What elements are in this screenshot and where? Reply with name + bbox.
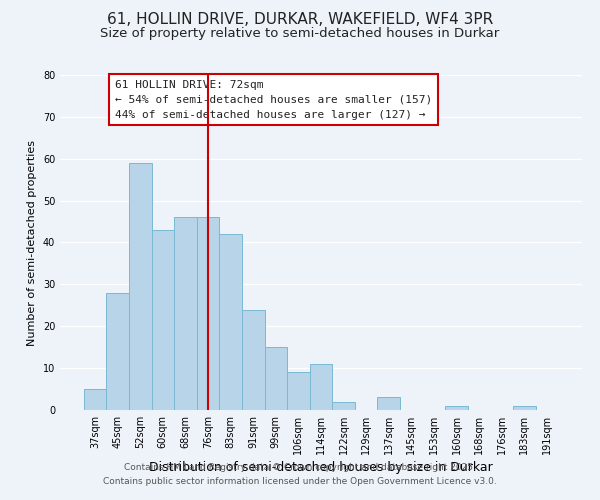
Bar bbox=[513, 406, 536, 410]
Bar bbox=[332, 402, 355, 410]
Text: Contains public sector information licensed under the Open Government Licence v3: Contains public sector information licen… bbox=[103, 477, 497, 486]
Y-axis label: Number of semi-detached properties: Number of semi-detached properties bbox=[27, 140, 37, 346]
Bar bbox=[197, 218, 220, 410]
Bar bbox=[84, 389, 106, 410]
Text: 61, HOLLIN DRIVE, DURKAR, WAKEFIELD, WF4 3PR: 61, HOLLIN DRIVE, DURKAR, WAKEFIELD, WF4… bbox=[107, 12, 493, 28]
Bar bbox=[129, 163, 152, 410]
Bar bbox=[242, 310, 265, 410]
Bar bbox=[265, 347, 287, 410]
Bar bbox=[152, 230, 174, 410]
Text: Size of property relative to semi-detached houses in Durkar: Size of property relative to semi-detach… bbox=[100, 28, 500, 40]
Bar bbox=[174, 218, 197, 410]
Bar bbox=[106, 292, 129, 410]
Bar bbox=[220, 234, 242, 410]
X-axis label: Distribution of semi-detached houses by size in Durkar: Distribution of semi-detached houses by … bbox=[149, 461, 493, 474]
Bar bbox=[445, 406, 468, 410]
Bar bbox=[287, 372, 310, 410]
Text: 61 HOLLIN DRIVE: 72sqm
← 54% of semi-detached houses are smaller (157)
44% of se: 61 HOLLIN DRIVE: 72sqm ← 54% of semi-det… bbox=[115, 80, 432, 120]
Bar bbox=[377, 398, 400, 410]
Text: Contains HM Land Registry data © Crown copyright and database right 2025.: Contains HM Land Registry data © Crown c… bbox=[124, 464, 476, 472]
Bar bbox=[310, 364, 332, 410]
